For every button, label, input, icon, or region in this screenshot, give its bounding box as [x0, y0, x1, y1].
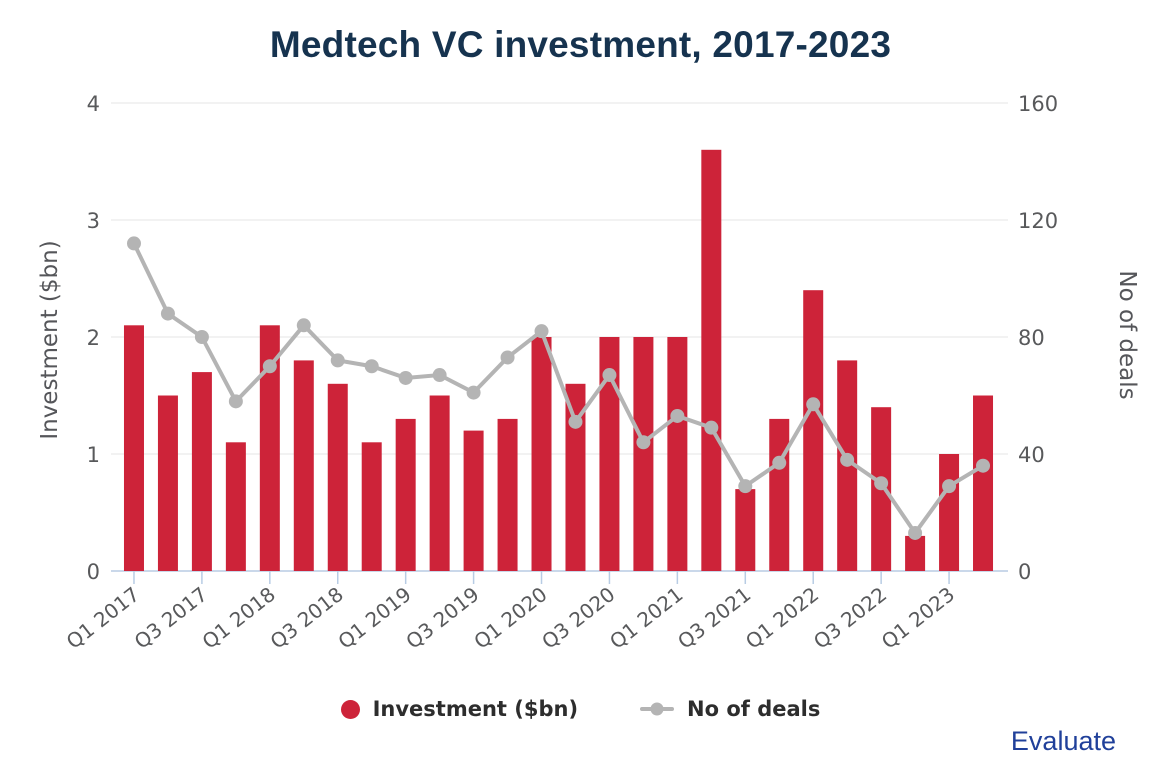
investment-bar[interactable] [259, 325, 280, 571]
y-axis-right-tick-label: 80 [1018, 326, 1045, 350]
x-axis-tick-label: Q3 2020 [537, 582, 619, 654]
deals-point[interactable] [568, 414, 583, 429]
investment-bar[interactable] [905, 535, 926, 571]
investment-bar[interactable] [701, 149, 722, 572]
x-axis-tick-label: Q3 2022 [809, 582, 891, 654]
investment-bar[interactable] [667, 337, 688, 571]
investment-bar[interactable] [123, 325, 144, 571]
deals-point[interactable] [364, 359, 379, 374]
deals-point[interactable] [704, 420, 719, 435]
y-axis-left-title: Investment ($bn) [37, 240, 63, 439]
y-axis-right-title: No of deals [1114, 270, 1140, 399]
deals-point[interactable] [670, 408, 685, 423]
chart-legend: Investment ($bn) No of deals [0, 697, 1161, 721]
y-axis-left-tick-label: 4 [87, 92, 100, 116]
legend-marker-deals-icon [640, 702, 675, 716]
deals-point[interactable] [976, 458, 991, 473]
investment-bar[interactable] [157, 395, 178, 572]
investment-bar[interactable] [429, 395, 450, 572]
y-axis-left-tick-label: 3 [87, 209, 100, 233]
x-axis-tick-label: Q3 2021 [673, 582, 755, 654]
investment-bar[interactable] [327, 383, 348, 571]
investment-bar[interactable] [939, 454, 960, 571]
x-axis-tick-label: Q1 2021 [605, 582, 687, 654]
investment-bar[interactable] [769, 418, 790, 571]
deals-point[interactable] [874, 476, 889, 491]
x-axis-tick-label: Q1 2023 [877, 582, 959, 654]
investment-bar[interactable] [293, 360, 314, 571]
deals-point[interactable] [500, 350, 515, 365]
deals-point[interactable] [840, 452, 855, 467]
deals-point[interactable] [534, 324, 549, 339]
y-axis-right-tick-label: 0 [1018, 560, 1031, 584]
deals-point[interactable] [126, 236, 141, 251]
deals-line [132, 242, 985, 537]
investment-bar[interactable] [633, 337, 654, 571]
y-axis-right-tick-label: 160 [1018, 92, 1058, 116]
deals-point[interactable] [602, 368, 617, 383]
x-axis-tick-label: Q1 2020 [469, 582, 551, 654]
investment-bar[interactable] [599, 337, 620, 571]
investment-bar[interactable] [361, 442, 382, 571]
x-axis-tick-label: Q3 2019 [401, 582, 483, 654]
legend-item-investment[interactable]: Investment ($bn) [340, 697, 579, 721]
investment-bar[interactable] [463, 430, 484, 571]
deals-point[interactable] [908, 525, 923, 540]
investment-bar[interactable] [803, 290, 824, 571]
investment-bar[interactable] [191, 372, 212, 571]
deals-point[interactable] [160, 306, 175, 321]
legend-label-deals: No of deals [687, 697, 821, 721]
x-axis-tick-label: Q1 2019 [333, 582, 415, 654]
investment-bar[interactable] [395, 418, 416, 571]
deals-point[interactable] [398, 370, 413, 385]
legend-label-investment: Investment ($bn) [372, 697, 579, 721]
investment-bar[interactable] [225, 442, 246, 571]
deals-point[interactable] [772, 455, 787, 470]
deals-point[interactable] [806, 397, 821, 412]
evaluate-logo[interactable]: Evaluate [1010, 726, 1116, 756]
investment-bar[interactable] [973, 395, 994, 572]
legend-marker-investment-icon [340, 699, 360, 719]
y-axis-left-tick-label: 1 [87, 443, 100, 467]
deals-point[interactable] [262, 359, 277, 374]
investment-bar[interactable] [531, 337, 552, 571]
investment-bar[interactable] [735, 489, 756, 571]
deals-point[interactable] [466, 385, 481, 400]
chart-title: Medtech VC investment, 2017-2023 [269, 24, 892, 65]
y-axis-left-tick-label: 0 [87, 560, 100, 584]
deals-point[interactable] [228, 394, 243, 409]
y-axis-right-tick-label: 40 [1018, 443, 1045, 467]
deals-point[interactable] [296, 318, 311, 333]
deals-point[interactable] [194, 330, 209, 344]
deals-point[interactable] [432, 368, 447, 383]
x-axis-tick-label: Q1 2018 [198, 582, 280, 654]
x-axis-tick-label: Q3 2017 [130, 582, 212, 654]
deals-point[interactable] [330, 353, 345, 368]
deals-point[interactable] [738, 479, 753, 494]
x-axis-tick-label: Q1 2017 [62, 582, 144, 654]
x-axis-tick-label: Q1 2022 [741, 582, 823, 654]
deals-point[interactable] [942, 479, 957, 494]
x-axis-tick-label: Q3 2018 [265, 582, 347, 654]
y-axis-right-tick-label: 120 [1018, 209, 1058, 233]
legend-item-deals[interactable]: No of deals [640, 697, 820, 721]
deals-point[interactable] [636, 435, 651, 450]
investment-bar[interactable] [497, 418, 518, 571]
investment-bar[interactable] [565, 383, 586, 571]
y-axis-left-tick-label: 2 [87, 326, 100, 350]
